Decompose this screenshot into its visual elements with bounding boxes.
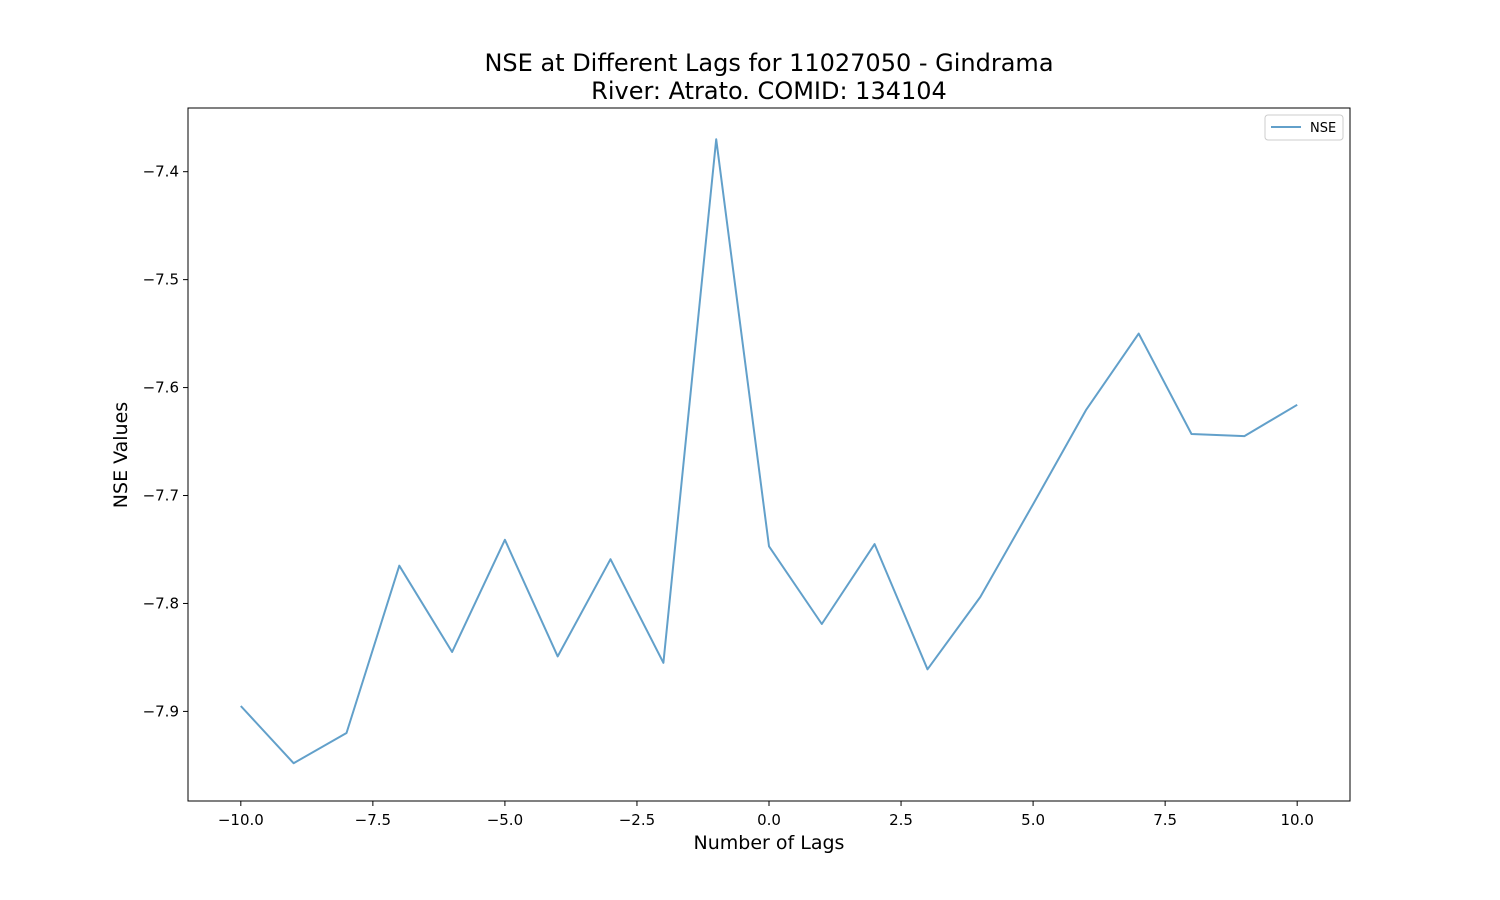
- x-tick-label: −5.0: [487, 811, 523, 829]
- y-tick-label: −7.6: [143, 379, 179, 397]
- x-tick-label: −2.5: [619, 811, 655, 829]
- y-axis-label: NSE Values: [110, 402, 132, 508]
- x-tick-label: 2.5: [889, 811, 913, 829]
- x-tick-label: 7.5: [1153, 811, 1177, 829]
- x-tick-label: −7.5: [355, 811, 391, 829]
- legend-label: NSE: [1310, 121, 1336, 136]
- chart-subtitle: River: Atrato. COMID: 134104: [591, 77, 947, 105]
- legend: NSE: [1264, 114, 1344, 141]
- x-tick-label: 10.0: [1280, 811, 1313, 829]
- y-tick-label: −7.5: [143, 271, 179, 289]
- x-tick-label: −10.0: [218, 811, 264, 829]
- x-axis-label: Number of Lags: [694, 832, 845, 854]
- series-line-nse: [240, 138, 1298, 765]
- y-tick-label: −7.8: [143, 594, 179, 612]
- y-tick-label: −7.4: [143, 163, 179, 181]
- y-tick-label: −7.9: [143, 702, 179, 720]
- y-tick-label: −7.7: [143, 487, 179, 505]
- legend-box: [1264, 114, 1344, 141]
- x-tick-label: 0.0: [757, 811, 781, 829]
- x-tick-label: 5.0: [1021, 811, 1045, 829]
- plot-frame: [187, 107, 1351, 802]
- chart-title: NSE at Different Lags for 11027050 - Gin…: [484, 49, 1053, 77]
- plot-area: −10.0 −7.5 −5.0 −2.5 0.0 2.5 5.0 7.5 10.0 −7.9 −7.…: [143, 107, 1351, 829]
